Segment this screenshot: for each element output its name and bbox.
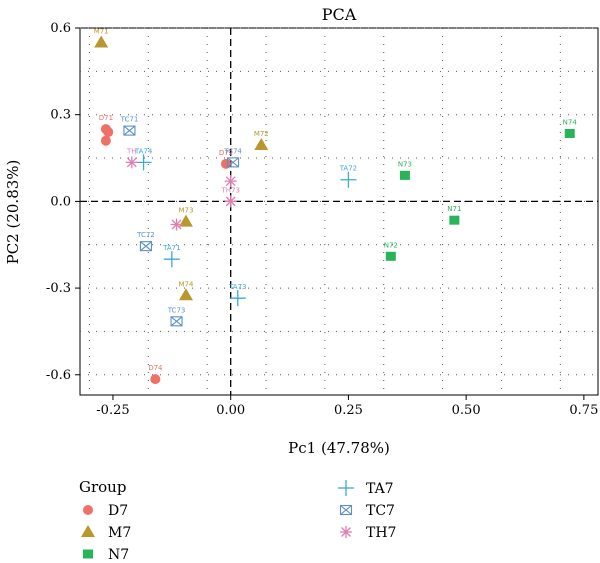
legend-label: TC7	[366, 503, 395, 519]
data-point-n7	[399, 170, 410, 180]
point-label: TC72	[136, 231, 155, 239]
y-axis-label: PC2 (20.83%)	[4, 160, 22, 265]
point-label: M74	[178, 280, 193, 288]
data-point-d7	[100, 135, 111, 146]
data-point-tc7	[226, 157, 240, 168]
data-point-d7	[103, 127, 114, 138]
point-label: TC71	[120, 116, 139, 124]
y-tick-label: 0.3	[50, 108, 71, 123]
x-tick-label: -0.25	[96, 403, 129, 418]
x-tick-label: 0.50	[452, 403, 481, 418]
x-tick-label: 0.75	[569, 403, 598, 418]
data-point-ta7	[135, 154, 152, 171]
data-point-ta7	[163, 251, 180, 268]
data-point-m7	[178, 214, 193, 227]
plot-frame	[79, 27, 599, 396]
legend-marker-ta7	[338, 480, 354, 496]
chart-title: PCA	[322, 5, 357, 24]
point-label: TA71	[162, 244, 180, 252]
point-label: TA74	[134, 147, 153, 155]
legend-title: Group	[79, 478, 126, 496]
point-label: M72	[254, 130, 269, 138]
data-point-th7	[224, 195, 237, 208]
legend-label: N7	[108, 547, 129, 563]
data-point-tc7	[123, 125, 136, 136]
legend-marker-tc7	[339, 504, 353, 516]
point-label: N71	[447, 205, 461, 213]
data-point-ta7	[340, 171, 357, 188]
point-label: TH73	[220, 186, 239, 194]
point-label: N72	[384, 241, 398, 249]
data-point-m7	[254, 138, 269, 151]
point-label: D74	[148, 364, 163, 372]
y-tick-label: -0.3	[46, 281, 71, 296]
point-label: D72	[219, 149, 233, 157]
point-label: TH	[126, 147, 137, 155]
point-label: TC74	[223, 147, 242, 155]
point-label: D71	[99, 114, 113, 122]
legend-label: M7	[108, 525, 131, 541]
data-point-m7	[178, 288, 193, 301]
legend-marker-n7	[83, 549, 93, 559]
x-axis-label: Pc1 (47.78%)	[288, 439, 390, 457]
data-point-n7	[449, 215, 460, 225]
legend-label: D7	[108, 503, 128, 519]
legend-marker-m7	[81, 525, 95, 537]
data-point-n7	[385, 251, 396, 261]
legend-marker-th7	[340, 526, 352, 538]
point-label: TA72	[339, 165, 357, 173]
point-label: M71	[94, 27, 109, 35]
point-label: N74	[563, 118, 578, 126]
data-point-m7	[94, 35, 109, 48]
y-tick-label: 0.0	[50, 194, 71, 209]
point-label: TA73	[228, 283, 246, 291]
legend-label: TA7	[366, 481, 394, 497]
data-point-th7	[224, 175, 237, 188]
data-point-n7	[564, 128, 575, 138]
point-label: TC73	[167, 306, 186, 314]
point-label: M73	[178, 207, 193, 215]
data-point-ta7	[229, 290, 246, 307]
data-point-d7	[150, 374, 161, 385]
y-tick-label: -0.6	[46, 368, 71, 383]
y-tick-label: 0.6	[50, 21, 71, 36]
legend-label: TH7	[366, 525, 396, 541]
data-point-tc7	[170, 316, 183, 327]
data-point-th7	[125, 156, 138, 169]
x-tick-label: 0.25	[334, 403, 363, 418]
data-point-tc7	[139, 241, 152, 252]
legend-marker-d7	[83, 505, 93, 515]
point-label: N73	[398, 160, 412, 168]
data-point-th7	[170, 218, 183, 231]
x-tick-label: 0.00	[216, 403, 245, 418]
